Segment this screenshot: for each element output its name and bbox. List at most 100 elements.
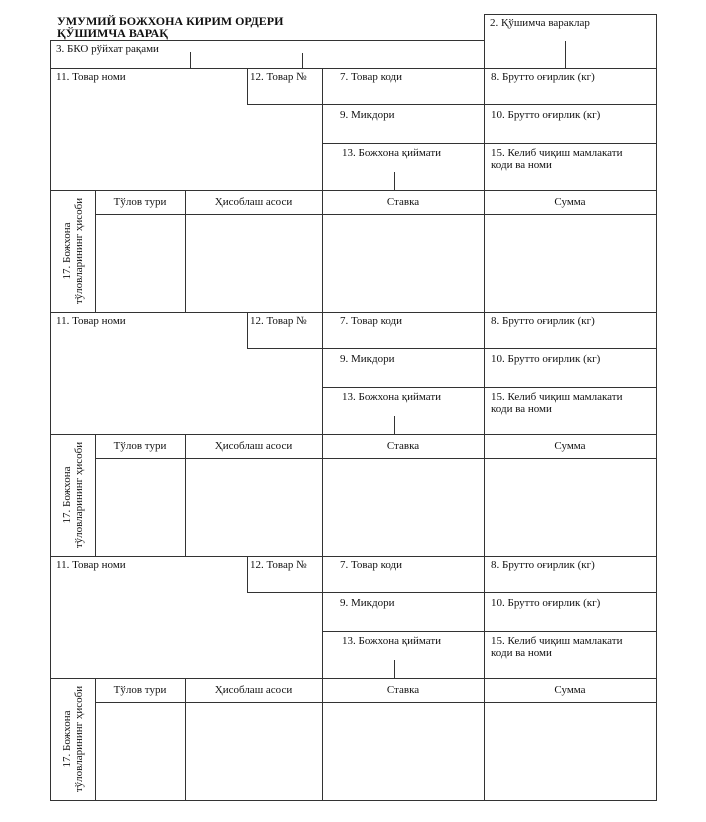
rule <box>394 660 395 678</box>
payment-type-header: Тўлов тури <box>113 196 167 208</box>
gross-weight-label: 8. Брутто оғирлик (кг) <box>491 71 595 83</box>
rule <box>322 434 323 556</box>
rule <box>95 458 657 459</box>
rule <box>484 434 485 556</box>
payments-label-line2: тўловларининг ҳисоби <box>73 685 85 793</box>
rate-header: Ставка <box>386 440 420 452</box>
origin-label-line1: 15. Келиб чиқиш мамлакати <box>491 147 623 159</box>
rule <box>50 68 657 69</box>
origin-label-line1: 15. Келиб чиқиш мамлакати <box>491 391 623 403</box>
rule <box>322 592 657 593</box>
rule <box>322 312 323 434</box>
calculation-basis-header: Ҳисоблаш асоси <box>214 196 293 208</box>
gross-weight-2-label: 10. Брутто оғирлик (кг) <box>491 597 601 609</box>
payments-label-line2: тўловларининг ҳисоби <box>73 441 85 549</box>
amount-header: Сумма <box>554 684 586 696</box>
goods-number-label: 12. Товар № <box>250 559 307 571</box>
rule <box>247 68 248 104</box>
rule <box>322 104 657 105</box>
rule <box>95 434 96 556</box>
rule <box>484 678 485 800</box>
gross-weight-2-label: 10. Брутто оғирлик (кг) <box>491 109 601 121</box>
rule <box>322 387 657 388</box>
goods-number-label: 12. Товар № <box>250 315 307 327</box>
origin-label-line2: коди ва номи <box>491 159 552 171</box>
customs-payments-label: 17. Божхона тўловларининг ҳисоби <box>61 436 85 554</box>
rule <box>50 40 485 41</box>
rule <box>50 312 657 313</box>
payments-label-line1: 17. Божхона <box>61 222 73 280</box>
rule <box>95 702 657 703</box>
rule <box>185 190 186 312</box>
rule <box>484 68 485 190</box>
goods-name-label: 11. Товар номи <box>56 559 126 571</box>
customs-value-label: 13. Божхона қиймати <box>342 147 442 159</box>
customs-payments-label: 17. Божхона тўловларининг ҳисоби <box>61 192 85 310</box>
rule <box>95 678 96 800</box>
gross-weight-label: 8. Брутто оғирлик (кг) <box>491 559 595 571</box>
box3-label: 3. БКО рўйхат рақами <box>56 43 159 55</box>
rule <box>50 434 657 435</box>
rule <box>95 190 96 312</box>
rate-header: Ставка <box>386 684 420 696</box>
rule <box>484 14 485 68</box>
payments-label-line1: 17. Божхона <box>61 466 73 524</box>
rule <box>565 41 566 68</box>
rule <box>247 592 322 593</box>
rule <box>247 348 322 349</box>
rule <box>95 214 657 215</box>
rule <box>190 52 191 68</box>
rule <box>484 190 485 312</box>
rate-header: Ставка <box>386 196 420 208</box>
calculation-basis-header: Ҳисоблаш асоси <box>214 440 293 452</box>
rule <box>50 678 657 679</box>
payments-label-line1: 17. Божхона <box>61 710 73 768</box>
box2-label: 2. Қўшимча вараклар <box>490 17 590 29</box>
calculation-basis-header: Ҳисоблаш асоси <box>214 684 293 696</box>
goods-code-label: 7. Товар коди <box>340 71 403 83</box>
goods-code-label: 7. Товар коди <box>340 315 403 327</box>
rule <box>322 556 323 678</box>
payments-label-line2: тўловларининг ҳисоби <box>73 197 85 305</box>
rule <box>50 190 657 191</box>
goods-number-label: 12. Товар № <box>250 71 307 83</box>
rule <box>247 104 322 105</box>
rule <box>322 348 657 349</box>
rule <box>484 14 657 15</box>
amount-header: Сумма <box>554 196 586 208</box>
rule <box>247 312 248 348</box>
rule <box>50 800 657 801</box>
amount-header: Сумма <box>554 440 586 452</box>
rule <box>656 14 657 801</box>
customs-value-label: 13. Божхона қиймати <box>342 635 442 647</box>
rule <box>322 190 323 312</box>
gross-weight-label: 8. Брутто оғирлик (кг) <box>491 315 595 327</box>
rule <box>484 556 485 678</box>
rule <box>302 53 303 68</box>
goods-name-label: 11. Товар номи <box>56 315 126 327</box>
rule <box>50 40 51 801</box>
origin-label-line1: 15. Келиб чиқиш мамлакати <box>491 635 623 647</box>
rule <box>185 434 186 556</box>
customs-value-label: 13. Божхона қиймати <box>342 391 442 403</box>
goods-code-label: 7. Товар коди <box>340 559 403 571</box>
origin-label-line2: коди ва номи <box>491 403 552 415</box>
rule <box>484 312 485 434</box>
rule <box>322 68 323 190</box>
rule <box>322 678 323 800</box>
rule <box>50 556 657 557</box>
origin-label-line2: коди ва номи <box>491 647 552 659</box>
customs-payments-label: 17. Божхона тўловларининг ҳисоби <box>61 680 85 798</box>
rule <box>394 416 395 434</box>
quantity-label: 9. Микдори <box>340 597 395 609</box>
payment-type-header: Тўлов тури <box>113 440 167 452</box>
rule <box>394 172 395 190</box>
gross-weight-2-label: 10. Брутто оғирлик (кг) <box>491 353 601 365</box>
quantity-label: 9. Микдори <box>340 109 395 121</box>
quantity-label: 9. Микдори <box>340 353 395 365</box>
rule <box>185 678 186 800</box>
title-line-1: УМУМИЙ БОЖХОНА КИРИМ ОРДЕРИ <box>57 14 284 28</box>
goods-name-label: 11. Товар номи <box>56 71 126 83</box>
payment-type-header: Тўлов тури <box>113 684 167 696</box>
rule <box>247 556 248 592</box>
